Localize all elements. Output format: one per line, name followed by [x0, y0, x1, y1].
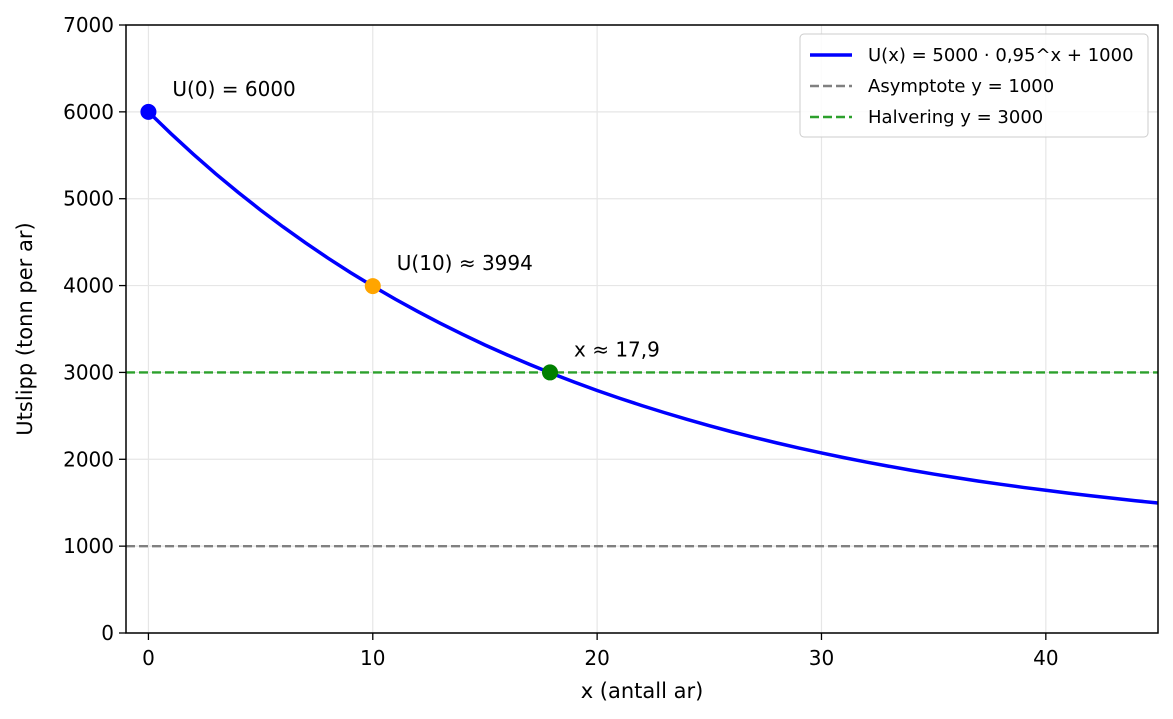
- x-tick-label: 10: [360, 646, 385, 670]
- y-tick-label: 3000: [63, 360, 114, 384]
- x-tick-label: 20: [584, 646, 609, 670]
- series-line-curve: [147, 110, 1159, 505]
- point-annotation: x ≈ 17,9: [574, 337, 660, 361]
- annotations: U(0) = 6000 U(10) ≈ 3994 x ≈ 17,9: [172, 77, 659, 362]
- y-axis-label: Utslipp (tonn per ar): [13, 222, 37, 435]
- highlight-point: [364, 278, 381, 295]
- highlight-point: [542, 364, 559, 381]
- y-tick-label: 1000: [63, 534, 114, 558]
- legend-label: Halvering y = 3000: [868, 107, 1043, 128]
- y-tick-label: 0: [101, 621, 114, 645]
- legend-box: [799, 33, 1149, 138]
- y-tick-label: 4000: [63, 274, 114, 298]
- x-tick-label: 30: [809, 646, 834, 670]
- x-tick-label: 0: [142, 646, 155, 670]
- plot-lines: [126, 110, 1159, 548]
- y-tick-label: 5000: [63, 187, 114, 211]
- x-axis-label: x (antall ar): [581, 679, 704, 703]
- point-annotation: U(0) = 6000: [172, 77, 295, 101]
- highlight-point: [140, 103, 157, 120]
- x-tick-label: 40: [1033, 646, 1058, 670]
- legend-label: Asymptote y = 1000: [868, 76, 1054, 97]
- axis-ticks: 0 10 20 30 40 0 1000 2000 3000 4000 5000 6000 7000: [63, 13, 1058, 670]
- legend: U(x) = 5000 · 0,95^x + 1000 Asymptote y =…: [799, 33, 1149, 138]
- y-tick-label: 6000: [63, 100, 114, 124]
- highlight-points: [140, 103, 559, 381]
- axes-frame: [125, 24, 1159, 634]
- y-tick-label: 7000: [63, 13, 114, 37]
- legend-label: U(x) = 5000 · 0,95^x + 1000: [868, 45, 1134, 66]
- point-annotation: U(10) ≈ 3994: [397, 251, 533, 275]
- y-tick-label: 2000: [63, 447, 114, 471]
